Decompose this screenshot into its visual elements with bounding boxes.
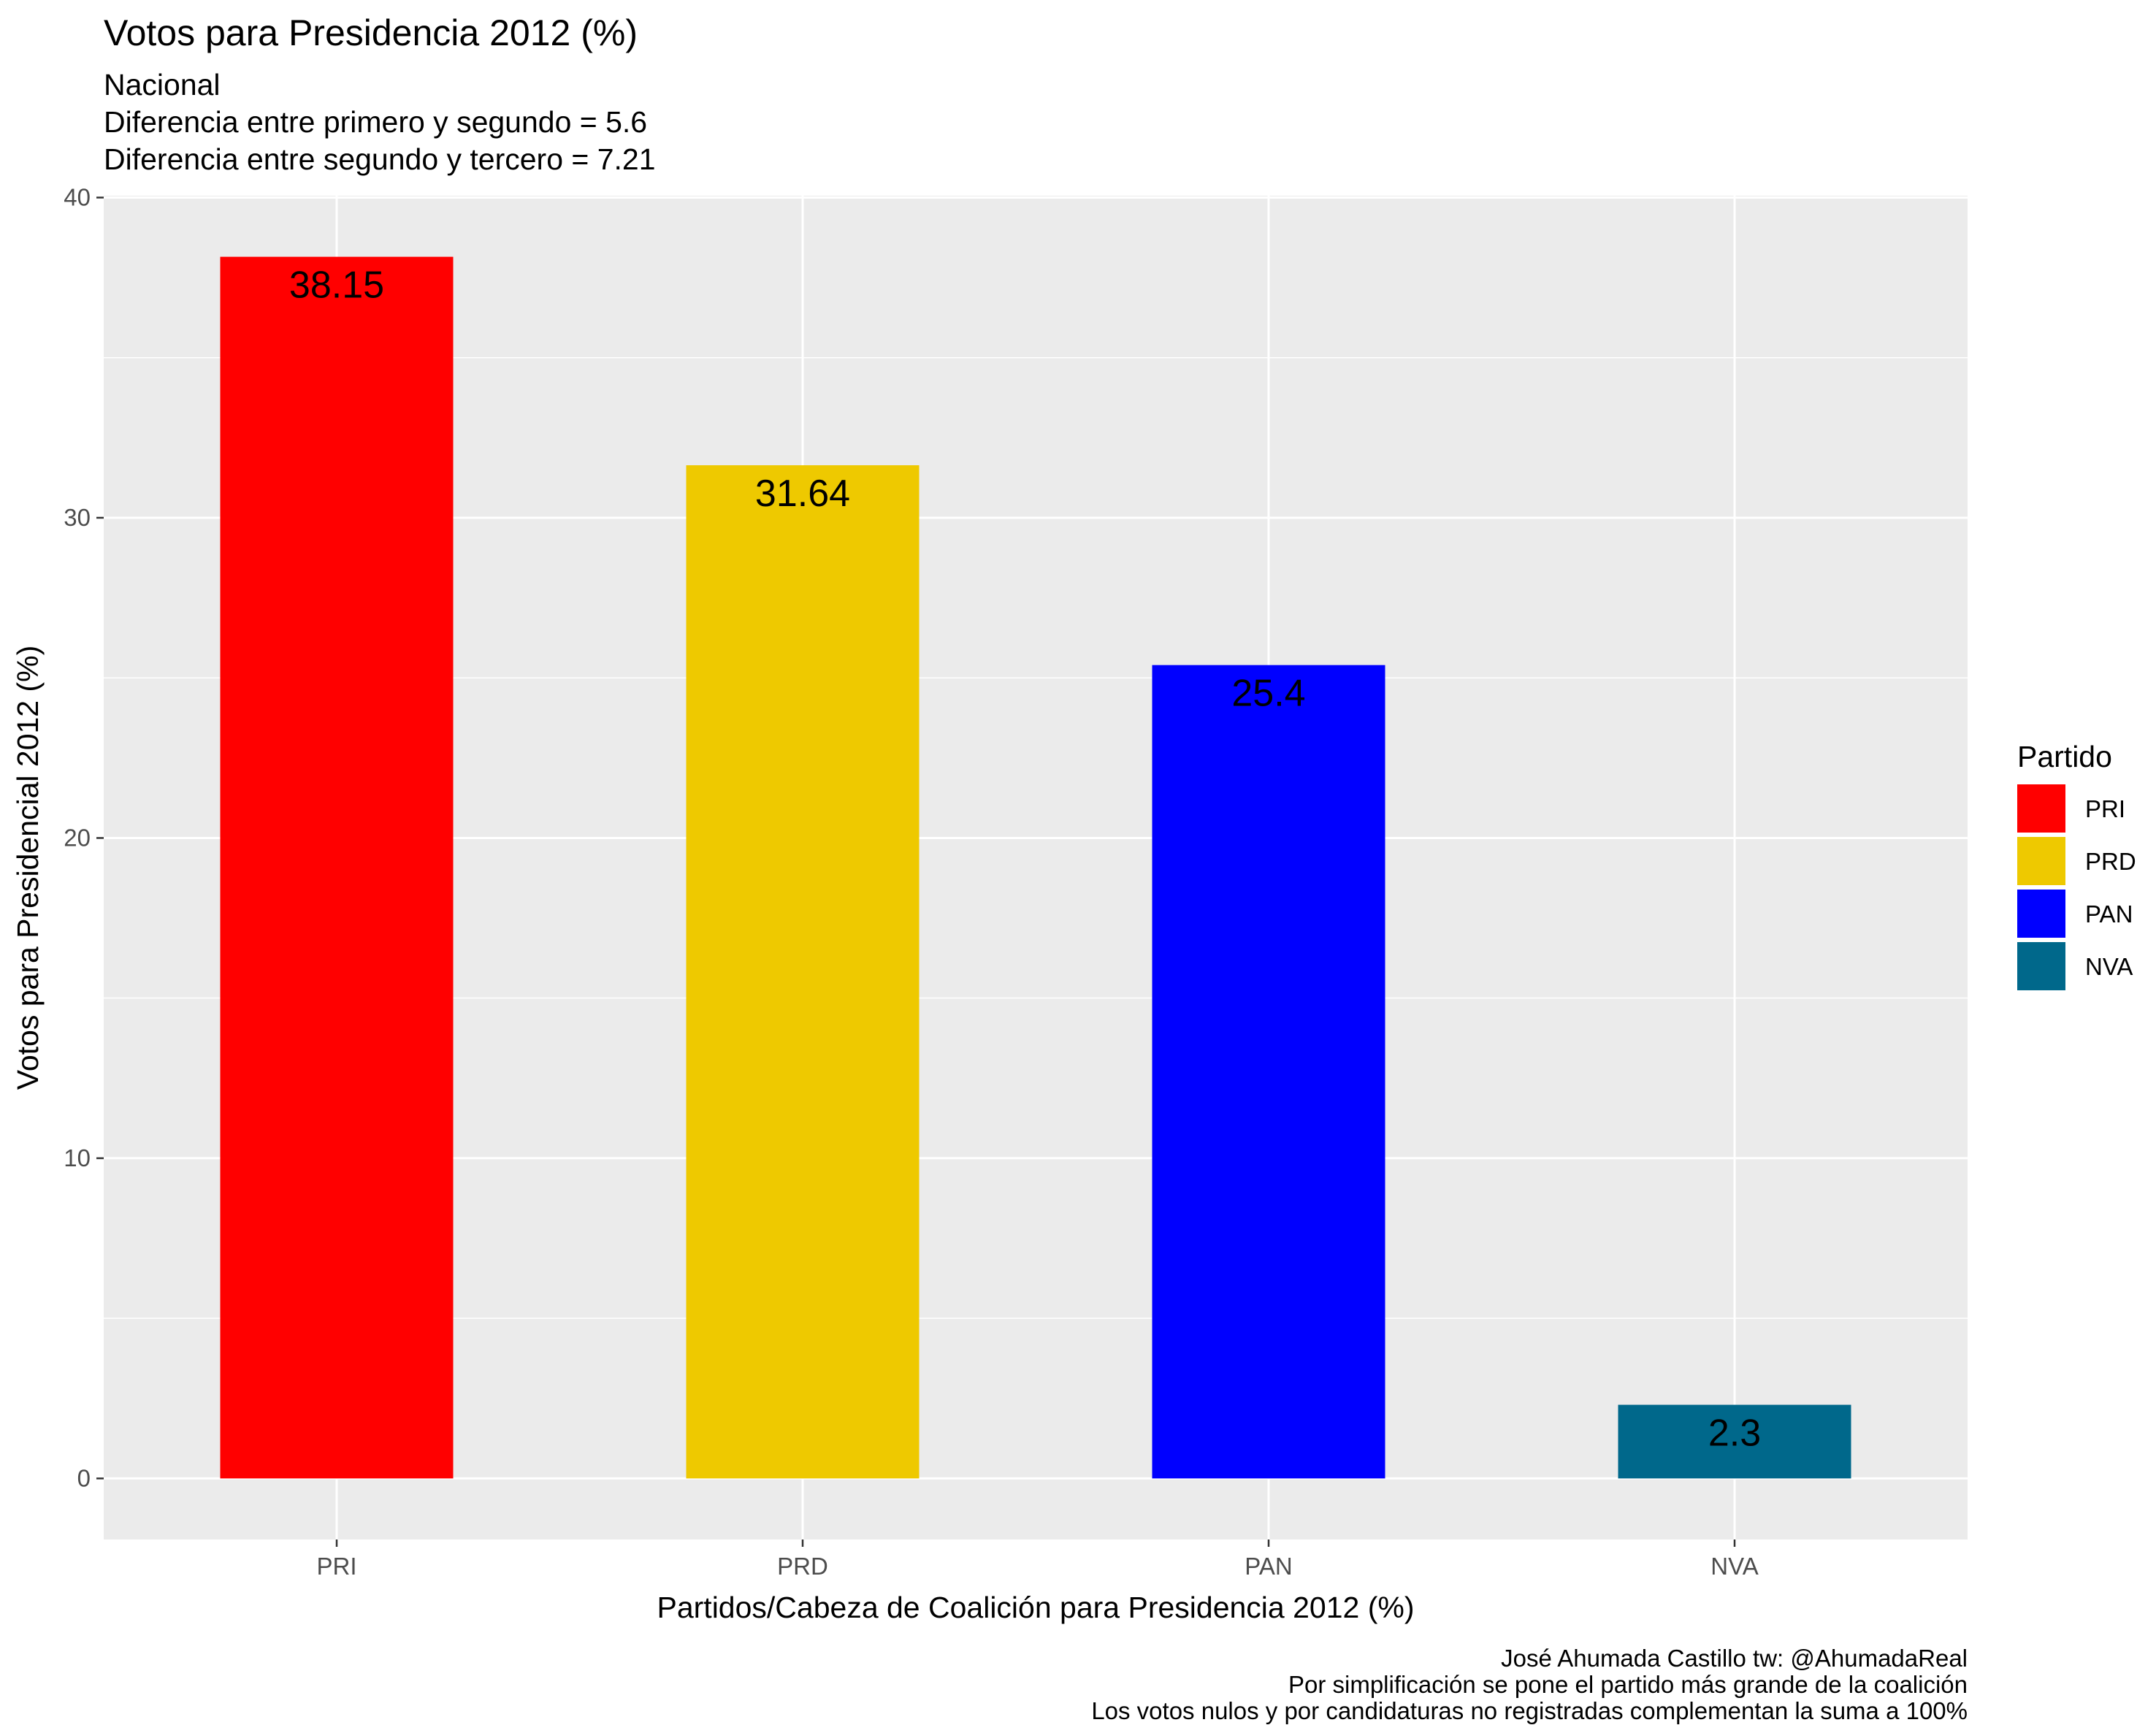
bar-value-label: 2.3 <box>1708 1412 1761 1455</box>
y-tick-label: 0 <box>77 1464 91 1491</box>
y-axis-title: Votos para Presidencial 2012 (%) <box>11 646 45 1090</box>
legend-title: Partido <box>2017 740 2112 773</box>
x-tick-label: PRD <box>777 1553 828 1580</box>
x-axis: PRI PRD PAN NVA <box>316 1540 1759 1580</box>
y-tick-label: 40 <box>64 183 91 210</box>
chart-subtitle-2: Diferencia entre primero y segundo = 5.6 <box>104 105 647 139</box>
legend-key-pan <box>2017 890 2065 938</box>
x-tick-label: NVA <box>1710 1553 1758 1580</box>
legend-label: PRD <box>2085 848 2136 875</box>
bar-value-label: 38.15 <box>289 264 384 307</box>
caption-line-3: Los votos nulos y por candidaturas no re… <box>1091 1697 1968 1724</box>
legend-label: PAN <box>2085 900 2133 927</box>
bar-pan <box>1152 665 1385 1479</box>
legend-key-nva <box>2017 942 2065 990</box>
caption-line-1: José Ahumada Castillo tw: @AhumadaReal <box>1501 1645 1968 1672</box>
bar-prd <box>686 465 920 1479</box>
y-tick-label: 10 <box>64 1144 91 1171</box>
bar-pri <box>220 256 454 1479</box>
caption-line-2: Por simplificación se pone el partido má… <box>1288 1671 1968 1698</box>
y-axis: 0 10 20 30 40 <box>64 183 104 1491</box>
chart-title: Votos para Presidencia 2012 (%) <box>104 12 638 53</box>
legend-key-pri <box>2017 784 2065 833</box>
x-axis-title: Partidos/Cabeza de Coalición para Presid… <box>657 1591 1415 1624</box>
legend-label: PRI <box>2085 795 2125 822</box>
chart-subtitle-1: Nacional <box>104 68 221 102</box>
bar-value-label: 25.4 <box>1231 673 1305 715</box>
legend-key-prd <box>2017 837 2065 885</box>
x-tick-label: PRI <box>316 1553 356 1580</box>
bar-value-label: 31.64 <box>755 473 850 515</box>
bar-labels-layer: 38.15 31.64 25.4 2.3 <box>289 264 1761 1455</box>
y-tick-label: 30 <box>64 504 91 531</box>
x-tick-label: PAN <box>1245 1553 1292 1580</box>
chart-subtitle-3: Diferencia entre segundo y tercero = 7.2… <box>104 142 656 176</box>
legend-label: NVA <box>2085 953 2133 980</box>
bar-nva <box>1618 1404 1851 1479</box>
y-tick-label: 20 <box>64 824 91 851</box>
legend: PRI PRD PAN NVA <box>2017 784 2136 990</box>
bars-layer <box>220 256 1851 1479</box>
